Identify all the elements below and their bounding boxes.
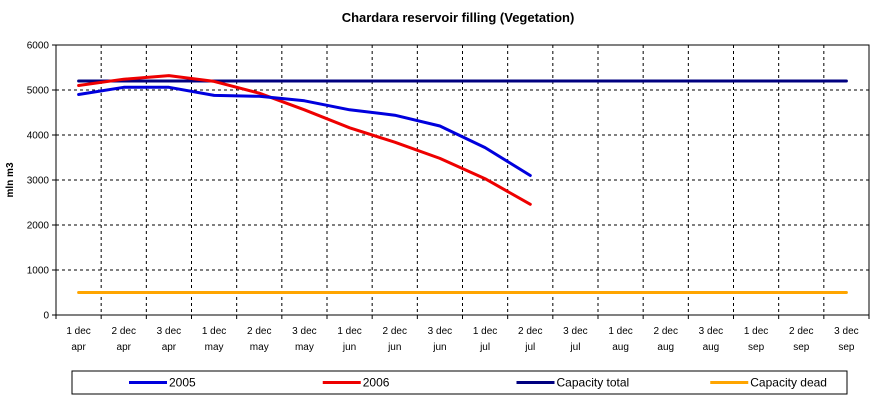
y-tick-label: 1000 — [27, 266, 50, 277]
y-tick-label: 4000 — [27, 131, 50, 142]
legend-box — [71, 370, 848, 395]
x-tick-label: may — [250, 342, 269, 353]
x-tick-label: 2 dec — [518, 326, 542, 337]
x-tick-label: 2 dec — [383, 326, 407, 337]
x-tick-label: jul — [569, 342, 580, 353]
x-tick-label: 2 dec — [112, 326, 136, 337]
x-tick-label: aug — [703, 342, 720, 353]
x-tick-label: 1 dec — [744, 326, 768, 337]
y-tick-label: 5000 — [27, 86, 50, 97]
x-tick-label: sep — [793, 342, 810, 353]
x-tick-label: jul — [524, 342, 535, 353]
x-tick-label: 3 dec — [292, 326, 316, 337]
chart-title: Chardara reservoir filling (Vegetation) — [342, 10, 575, 25]
legend-entry-label: Capacity dead — [750, 376, 827, 390]
x-tick-label: 3 dec — [834, 326, 858, 337]
y-tick-label: 0 — [43, 311, 49, 322]
x-tick-label: 1 dec — [608, 326, 632, 337]
x-tick-label: 3 dec — [428, 326, 452, 337]
x-tick-label: 1 dec — [473, 326, 497, 337]
x-tick-label: sep — [838, 342, 855, 353]
legend-entry-label: Capacity total — [557, 376, 630, 390]
legend: 2005 2006 Capacity total Capacity dead — [71, 370, 848, 395]
legend-entry-label: 2005 — [169, 376, 196, 390]
x-tick-label: aug — [612, 342, 629, 353]
x-tick-label: aug — [657, 342, 674, 353]
x-tick-label: sep — [748, 342, 765, 353]
series-line-2005 — [77, 85, 532, 177]
x-tick-label: jun — [342, 342, 356, 353]
x-tick-label: apr — [117, 342, 132, 353]
y-tick-label: 3000 — [27, 176, 50, 187]
x-tick-label: 1 dec — [337, 326, 361, 337]
x-tick-label: apr — [71, 342, 86, 353]
x-tick-label: may — [205, 342, 224, 353]
x-tick-label: apr — [162, 342, 177, 353]
x-tick-label: jun — [387, 342, 401, 353]
x-tick-label: may — [295, 342, 314, 353]
plot-area: 0 1000 2000 3000 4000 5000 6000 1 dec apr 2 dec ap… — [27, 41, 870, 353]
x-tick-label: 3 dec — [563, 326, 587, 337]
x-tick-label: 2 dec — [247, 326, 271, 337]
y-axis-label: mln m3 — [5, 162, 16, 197]
series-line-2006 — [77, 74, 532, 206]
x-tick-label: 1 dec — [66, 326, 90, 337]
x-tick-label: 3 dec — [699, 326, 723, 337]
y-tick-label: 6000 — [27, 41, 50, 52]
x-tick-label: 1 dec — [202, 326, 226, 337]
x-tick-label: 2 dec — [789, 326, 813, 337]
x-tick-label: 2 dec — [654, 326, 678, 337]
x-tick-label: jun — [432, 342, 446, 353]
x-tick-label: jul — [479, 342, 490, 353]
y-tick-label: 2000 — [27, 221, 50, 232]
x-tick-label: 3 dec — [157, 326, 181, 337]
legend-entry-label: 2006 — [363, 376, 390, 390]
